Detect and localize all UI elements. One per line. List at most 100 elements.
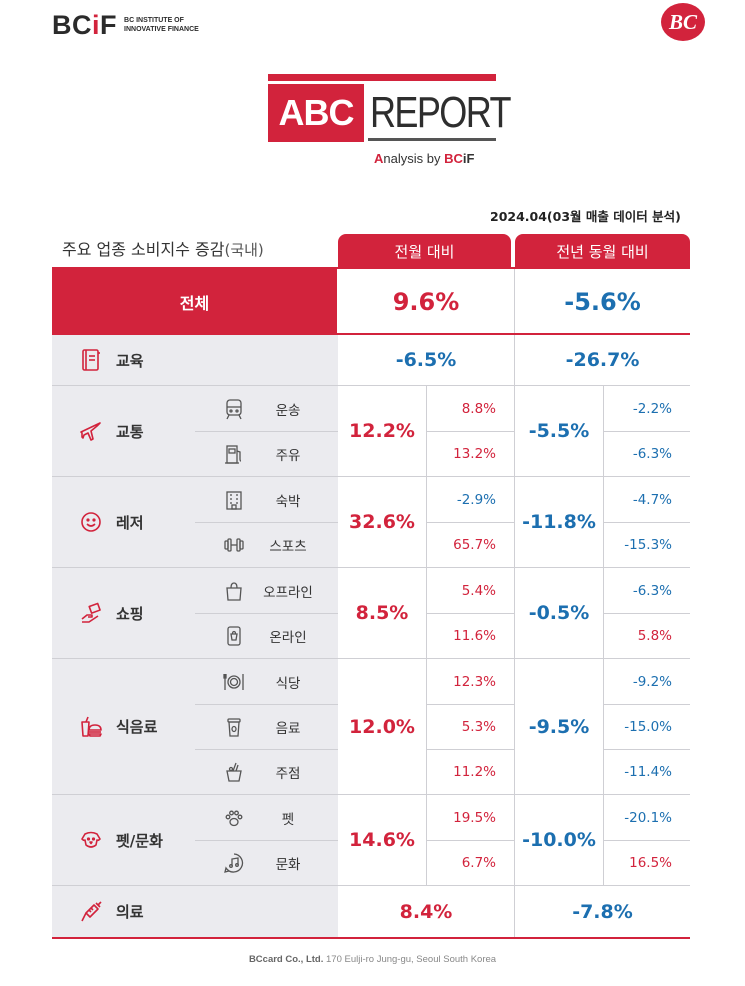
music-icon xyxy=(221,850,247,876)
sub-shopping-offline: 오프라인 xyxy=(195,568,337,613)
column-header-yoy: 전년 동월 대비 xyxy=(515,234,690,268)
divider xyxy=(426,795,427,885)
sub-divider xyxy=(195,704,338,705)
divider xyxy=(514,477,515,567)
column-header-mom: 전월 대비 xyxy=(338,234,511,268)
bcif-subtitle: BC INSTITUTE OF INNOVATIVE FINANCE xyxy=(124,17,199,33)
pet-yoy-value: -20.1% xyxy=(624,809,672,826)
sub-food-bar: 주점 xyxy=(195,749,337,794)
online-yoy-value: 5.8% xyxy=(637,627,672,644)
airplane-icon xyxy=(76,416,106,446)
shopping-bag-icon xyxy=(221,578,247,604)
medical-mom-value: 8.4% xyxy=(399,900,453,923)
fuel-yoy-value: -6.3% xyxy=(632,445,672,462)
sports-mom-value: 65.7% xyxy=(453,536,496,553)
table-title: 주요 업종 소비지수 증감(국내) xyxy=(62,240,264,259)
divider xyxy=(514,795,515,885)
sub-divider xyxy=(604,840,690,841)
medical-yoy-value: -7.8% xyxy=(572,900,633,923)
divider xyxy=(426,386,427,476)
table-top-rule xyxy=(52,267,690,269)
sub-divider xyxy=(427,431,514,432)
restaurant-mom-value: 12.3% xyxy=(453,673,496,690)
sub-leisure-lodging: 숙박 xyxy=(195,477,337,522)
building-icon xyxy=(221,487,247,513)
sub-divider xyxy=(195,613,338,614)
food-mom-value: 12.0% xyxy=(349,715,415,738)
shipping-mom-value: 8.8% xyxy=(461,400,496,417)
divider xyxy=(514,659,515,794)
lodging-mom-value: -2.9% xyxy=(456,491,496,508)
offline-mom-value: 5.4% xyxy=(461,582,496,599)
bcif-logo-text: BCiF xyxy=(52,10,118,40)
sub-transport-fuel: 주유 xyxy=(195,431,337,476)
table-bottom-rule xyxy=(52,937,690,939)
divider xyxy=(603,795,604,885)
divider xyxy=(603,568,604,658)
sub-divider xyxy=(604,613,690,614)
train-icon xyxy=(221,396,247,422)
bcif-logo: BCiF BC INSTITUTE OF INNOVATIVE FINANCE xyxy=(52,10,204,41)
category-transport: 교통 xyxy=(52,386,195,476)
burger-drink-icon xyxy=(76,712,106,742)
row-divider xyxy=(52,385,690,386)
bar-yoy-value: -11.4% xyxy=(624,763,672,780)
sub-leisure-sports: 스포츠 xyxy=(195,522,337,567)
sports-yoy-value: -15.3% xyxy=(624,536,672,553)
culture-mom-value: 6.7% xyxy=(461,854,496,871)
report-word: REPORT xyxy=(370,88,511,137)
fuel-pump-icon xyxy=(221,441,247,467)
total-label: 전체 xyxy=(52,269,337,334)
divider xyxy=(514,386,515,476)
sub-divider xyxy=(427,704,514,705)
coffee-cup-icon xyxy=(221,714,247,740)
leisure-mom-value: 32.6% xyxy=(349,511,415,533)
sub-divider xyxy=(195,840,338,841)
category-medical: 의료 xyxy=(52,886,195,937)
sub-divider xyxy=(604,522,690,523)
food-yoy-value: -9.5% xyxy=(528,715,590,738)
pet-mom-value: 19.5% xyxy=(453,809,496,826)
sub-transport-shipping: 운송 xyxy=(195,386,337,431)
divider xyxy=(426,568,427,658)
total-mom-value: 9.6% xyxy=(392,287,460,316)
transport-mom-value: 12.2% xyxy=(349,420,415,442)
row-divider xyxy=(52,567,690,568)
abc-report-logo: ABC REPORT xyxy=(268,74,511,144)
education-yoy-value: -26.7% xyxy=(565,349,640,371)
divider xyxy=(514,269,515,333)
divider xyxy=(603,659,604,794)
transport-yoy-value: -5.5% xyxy=(528,420,590,442)
category-food: 식음료 xyxy=(52,659,195,794)
category-education: 교육 xyxy=(52,335,195,385)
logo-gray-line xyxy=(368,138,496,141)
sub-shopping-online: 온라인 xyxy=(195,613,337,658)
category-pet-culture: 펫/문화 xyxy=(52,795,195,885)
total-rule xyxy=(52,333,690,335)
bar-mom-value: 11.2% xyxy=(453,763,496,780)
fuel-mom-value: 13.2% xyxy=(453,445,496,462)
sub-divider xyxy=(195,431,338,432)
shipping-yoy-value: -2.2% xyxy=(632,400,672,417)
sub-divider xyxy=(427,749,514,750)
divider xyxy=(426,477,427,567)
shopping-yoy-value: -0.5% xyxy=(528,602,590,624)
shopping-mom-value: 8.5% xyxy=(355,602,409,624)
divider xyxy=(426,659,427,794)
payment-hand-icon xyxy=(76,598,106,628)
sub-divider xyxy=(604,749,690,750)
syringe-icon xyxy=(76,897,106,927)
divider xyxy=(603,477,604,567)
row-divider xyxy=(52,885,690,886)
culture-yoy-value: 16.5% xyxy=(629,854,672,871)
report-period: 2024.04(03월 매출 데이터 분석) xyxy=(490,209,681,224)
beverage-yoy-value: -15.0% xyxy=(624,718,672,735)
logo-red-line xyxy=(268,74,496,81)
dumbbell-icon xyxy=(221,532,247,558)
total-yoy-value: -5.6% xyxy=(564,287,641,316)
sub-divider xyxy=(427,840,514,841)
sub-divider xyxy=(427,522,514,523)
mobile-shop-icon xyxy=(221,623,247,649)
abc-box: ABC xyxy=(268,84,364,142)
sub-pet: 펫 xyxy=(195,795,337,840)
